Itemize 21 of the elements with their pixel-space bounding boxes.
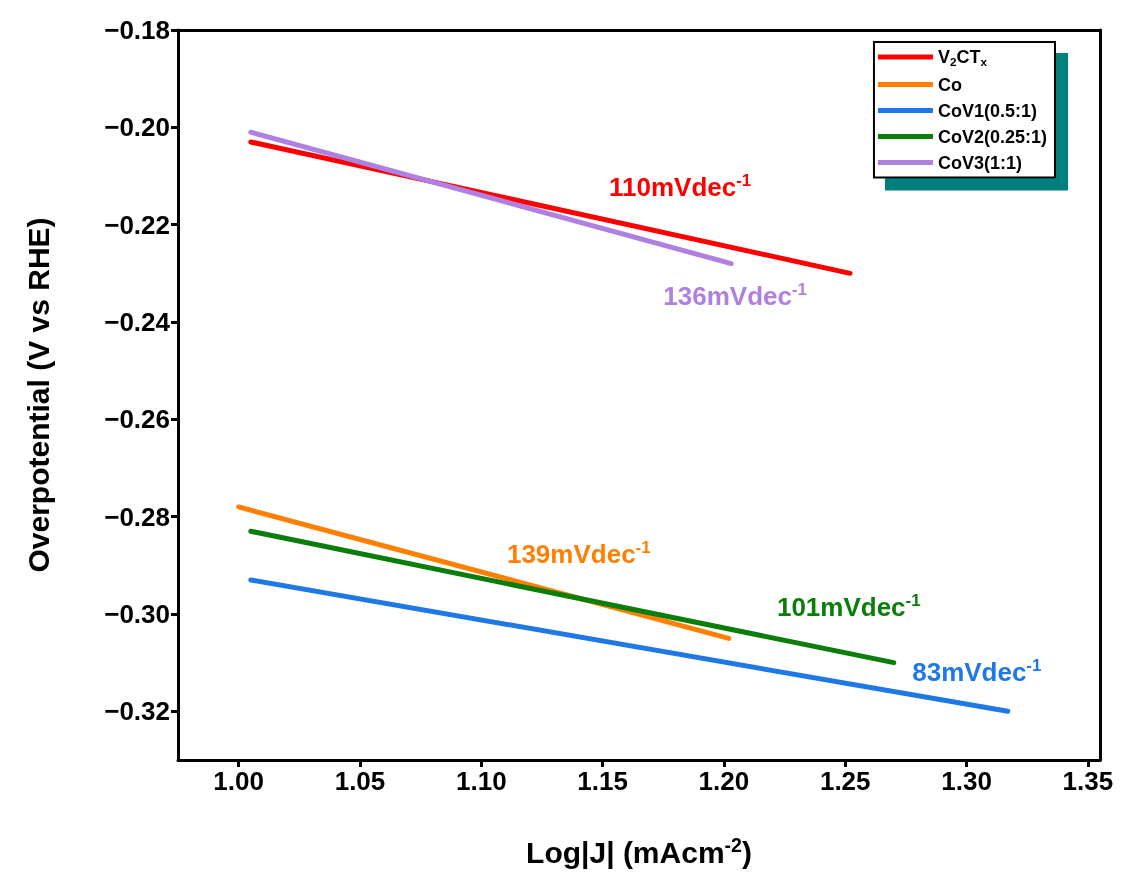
legend-label: CoV3(1:1) xyxy=(937,152,1022,173)
y-tick-label: −0.22 xyxy=(104,209,170,240)
x-tick-label: 1.05 xyxy=(334,766,386,796)
legend-label: CoV2(0.25:1) xyxy=(937,126,1048,147)
x-tick-label: 1.30 xyxy=(941,766,992,796)
y-tick-label: −0.26 xyxy=(104,404,170,435)
y-tick-label: −0.18 xyxy=(104,15,170,45)
y-tick-label: −0.24 xyxy=(104,307,171,337)
x-tick-label: 1.10 xyxy=(455,766,507,796)
y-tick-label: −0.20 xyxy=(104,112,170,143)
y-tick-label: −0.32 xyxy=(104,696,170,727)
y-tick-label: −0.30 xyxy=(104,599,170,629)
legend-label: Co xyxy=(937,74,962,95)
x-tick-label: 1.35 xyxy=(1062,766,1114,796)
x-tick-label: 1.00 xyxy=(213,766,264,796)
x-tick-label: 1.25 xyxy=(819,766,871,796)
y-axis-title: Overpotential (V vs RHE) xyxy=(21,217,55,573)
y-tick-label: −0.28 xyxy=(104,501,170,532)
x-tick-label: 1.15 xyxy=(577,766,628,796)
x-tick-label: 1.20 xyxy=(698,766,750,796)
legend-label: CoV1(0.5:1) xyxy=(937,100,1037,121)
